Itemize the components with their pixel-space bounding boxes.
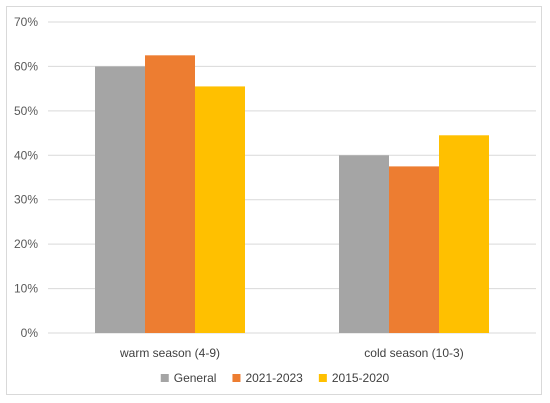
bar-general-0	[95, 66, 145, 333]
bar-2021-2023-1	[389, 166, 439, 333]
legend-label: 2015-2020	[332, 371, 390, 385]
y-tick-label: 20%	[14, 237, 38, 251]
legend-label: 2021-2023	[245, 371, 303, 385]
legend-swatch	[232, 374, 241, 382]
y-tick-label: 50%	[14, 104, 38, 118]
legend-swatch	[160, 374, 169, 382]
y-tick-label: 10%	[14, 282, 38, 296]
legend: General 2021-2023 2015-2020	[160, 371, 390, 385]
y-tick-label: 60%	[14, 59, 38, 73]
legend-label: General	[174, 371, 217, 385]
y-tick-label: 40%	[14, 148, 38, 162]
x-category-label: warm season (4-9)	[119, 346, 220, 360]
legend-swatch	[318, 374, 327, 382]
bar-general-1	[339, 155, 389, 333]
x-axis-category-labels: warm season (4-9) cold season (10-3)	[119, 346, 464, 360]
bars	[95, 55, 489, 334]
bar-2015-2020-1	[439, 135, 489, 333]
bar-2015-2020-0	[195, 86, 245, 334]
y-tick-label: 30%	[14, 193, 38, 207]
x-category-label: cold season (10-3)	[364, 346, 463, 360]
y-axis-tick-labels: 0% 10% 20% 30% 40% 50% 60% 70%	[14, 15, 38, 340]
y-tick-label: 0%	[21, 326, 39, 340]
bar-2021-2023-0	[145, 55, 195, 333]
y-tick-label: 70%	[14, 15, 38, 29]
